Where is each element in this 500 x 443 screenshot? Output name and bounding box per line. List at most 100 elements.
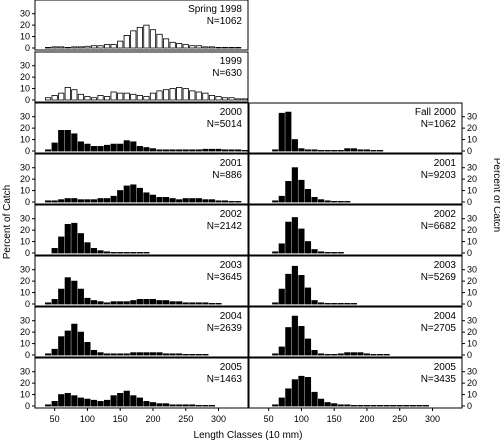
- histogram-bar: [235, 47, 242, 49]
- histogram-bar: [162, 300, 170, 305]
- histogram-bar: [90, 199, 98, 203]
- y-tick-label: 10: [467, 390, 477, 400]
- histogram-bar: [110, 395, 117, 407]
- y-tick-label: 0: [467, 197, 472, 207]
- histogram-bar: [182, 198, 189, 203]
- y-tick-label: 20: [20, 72, 30, 82]
- histogram-bar: [370, 150, 377, 152]
- panel-year-label: 2005: [434, 362, 457, 373]
- histogram-bar: [202, 302, 209, 305]
- histogram-bar: [208, 303, 216, 305]
- histogram-bar: [324, 252, 331, 254]
- histogram-bar: [123, 353, 130, 356]
- histogram-bar: [143, 401, 150, 407]
- histogram-bar: [337, 150, 344, 152]
- y-tick-label: 0: [25, 146, 30, 156]
- y-tick-label: 10: [467, 237, 477, 247]
- histogram-bar: [71, 89, 78, 101]
- histogram-bar: [123, 390, 130, 407]
- x-tick-label: 200: [145, 414, 160, 424]
- histogram-bar: [117, 190, 124, 203]
- histogram-bar: [318, 398, 325, 407]
- histogram-bar: [71, 222, 78, 254]
- y-tick-label: 0: [25, 43, 30, 53]
- y-axis-title-right: Percent of Catch: [491, 158, 500, 232]
- histogram-bar: [97, 352, 104, 356]
- x-tick-label: 50: [50, 414, 60, 424]
- y-tick-label: 10: [20, 135, 30, 145]
- histogram-bar: [278, 346, 285, 356]
- histogram-bar: [58, 288, 65, 305]
- histogram-bar: [182, 354, 189, 356]
- histogram-bar: [97, 301, 104, 305]
- histogram-bar: [169, 404, 176, 407]
- histogram-bar: [176, 353, 183, 356]
- histogram-bar: [136, 27, 143, 49]
- histogram-bar: [130, 30, 137, 49]
- y-tick-label: 30: [467, 265, 477, 275]
- x-tick-label: 100: [294, 414, 309, 424]
- y-tick-label: 0: [467, 350, 472, 360]
- histogram-bar: [156, 197, 163, 203]
- histogram-bar: [202, 405, 209, 407]
- y-tick-label: 20: [467, 123, 477, 133]
- y-tick-label: 30: [467, 112, 477, 122]
- histogram-bar: [84, 96, 91, 101]
- histogram-bar: [285, 111, 292, 152]
- histogram-bar: [285, 181, 292, 203]
- histogram-bar: [123, 140, 130, 152]
- histogram-bar: [357, 352, 364, 356]
- histogram-bar: [202, 46, 209, 49]
- histogram-bar: [130, 352, 137, 356]
- histogram-bar: [189, 302, 196, 305]
- histogram-bar: [422, 405, 430, 407]
- histogram-bar: [143, 299, 150, 305]
- histogram-bar: [64, 87, 71, 101]
- histogram-bar: [156, 403, 163, 407]
- panel-n-label: N=2705: [421, 323, 457, 334]
- histogram-bar: [324, 354, 331, 356]
- histogram-bar: [221, 97, 229, 101]
- y-tick-label: 0: [25, 248, 30, 258]
- histogram-bar: [228, 201, 235, 203]
- histogram-bar: [311, 249, 318, 254]
- histogram-bar: [136, 146, 143, 152]
- panel-n-label: N=9203: [421, 170, 457, 181]
- panel-n-label: N=2142: [207, 221, 243, 232]
- histogram-bar: [304, 241, 312, 254]
- histogram-bar: [90, 97, 98, 101]
- histogram-bar: [176, 301, 183, 305]
- histogram-bar: [304, 287, 312, 305]
- panel-n-label: N=886: [212, 170, 242, 181]
- histogram-bar: [363, 405, 371, 407]
- x-tick-label: 150: [113, 414, 128, 424]
- histogram-bar: [331, 252, 338, 254]
- panel-year-label: 2003: [434, 260, 457, 271]
- y-tick-label: 0: [467, 299, 472, 309]
- histogram-bar: [202, 148, 209, 152]
- histogram-bar: [350, 405, 357, 407]
- histogram-bar: [337, 303, 344, 305]
- histogram-bar: [97, 45, 104, 49]
- histogram-bar: [189, 198, 196, 203]
- histogram-bar: [169, 41, 176, 49]
- panel-n-label: N=5269: [421, 272, 457, 283]
- y-tick-label: 0: [25, 299, 30, 309]
- histogram-bar: [51, 348, 58, 356]
- histogram-bar: [84, 45, 91, 49]
- histogram-bar: [337, 353, 344, 356]
- y-axis-title-left: Percent of Catch: [2, 185, 13, 259]
- histogram-bar: [235, 149, 242, 152]
- histogram-bar: [64, 277, 71, 305]
- histogram-bar: [130, 141, 137, 152]
- histogram-bar: [176, 199, 183, 203]
- histogram-bar: [117, 353, 124, 356]
- histogram-bar: [45, 353, 52, 356]
- histogram-bar: [117, 393, 124, 407]
- panel-n-label: N=6682: [421, 221, 457, 232]
- histogram-bar: [182, 149, 189, 152]
- histogram-bar: [84, 242, 91, 254]
- panel-n-label: N=630: [212, 68, 242, 79]
